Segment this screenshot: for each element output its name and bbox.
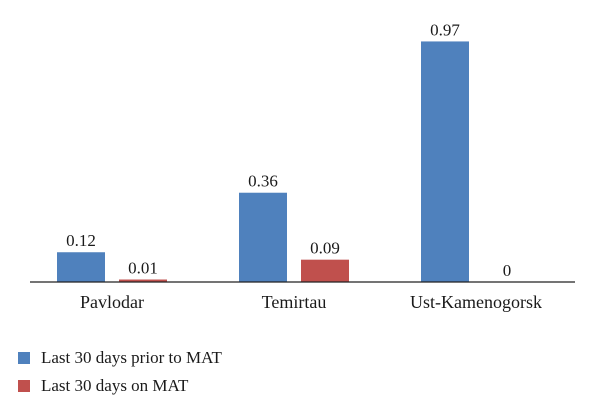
bar-temirtau-series-2 [301, 259, 349, 282]
legend-swatch-series-2 [18, 380, 30, 392]
data-label-pavlodar-series-2: 0.01 [128, 259, 158, 278]
bar-pavlodar-series-2 [119, 279, 167, 282]
x-tick-label-temirtau: Temirtau [262, 292, 327, 312]
x-tick-labels-layer: Pavlodar Temirtau Ust-Kamenogorsk [80, 292, 542, 312]
data-label-pavlodar-series-1: 0.12 [66, 231, 96, 250]
data-label-temirtau-series-1: 0.36 [248, 172, 278, 191]
data-label-temirtau-series-2: 0.09 [310, 239, 340, 258]
bar-temirtau-series-1 [239, 192, 287, 282]
legend-label-series-2: Last 30 days on MAT [41, 376, 189, 395]
x-tick-label-ust-kamenogorsk: Ust-Kamenogorsk [410, 292, 542, 312]
data-label-ust-kamenogorsk-series-2: 0 [503, 261, 512, 280]
data-label-ust-kamenogorsk-series-1: 0.97 [430, 20, 460, 39]
legend-item-series-1: Last 30 days prior to MAT [18, 346, 222, 370]
bar-ust-kamenogorsk-series-1 [421, 41, 469, 282]
data-labels-layer: 0.12 0.01 0.36 0.09 0.97 0 [66, 20, 511, 280]
legend-label-series-1: Last 30 days prior to MAT [41, 348, 222, 367]
bar-pavlodar-series-1 [57, 252, 105, 282]
x-tick-label-pavlodar: Pavlodar [80, 292, 144, 312]
legend: Last 30 days prior to MAT Last 30 days o… [18, 346, 222, 402]
legend-item-series-2: Last 30 days on MAT [18, 374, 222, 398]
legend-swatch-series-1 [18, 352, 30, 364]
bars-layer [57, 41, 469, 282]
